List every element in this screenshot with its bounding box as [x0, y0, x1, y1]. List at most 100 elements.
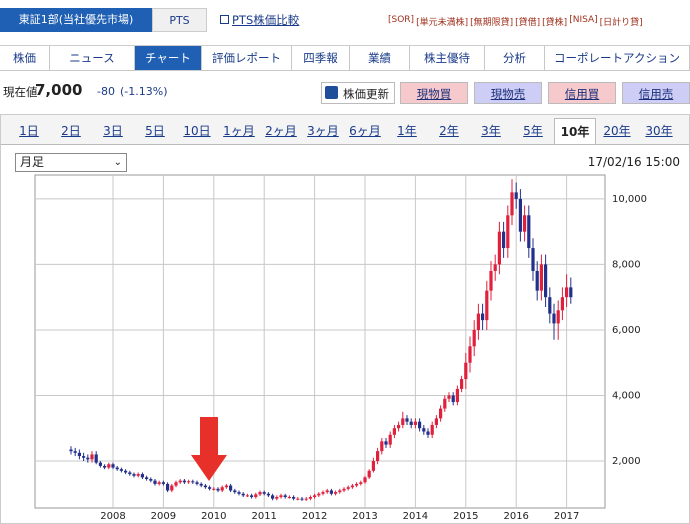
candle-body: [258, 492, 262, 495]
x-tick-label: 2013: [352, 511, 377, 522]
period-tab[interactable]: 10年: [554, 118, 596, 144]
candle-body: [497, 231, 501, 265]
action-button[interactable]: 信用買: [548, 82, 616, 104]
candle-body: [212, 488, 216, 490]
candle-body: [166, 483, 170, 491]
arrow: [191, 417, 227, 481]
candle-body: [531, 248, 535, 271]
action-button[interactable]: 信用売: [622, 82, 690, 104]
period-tab[interactable]: 2日: [61, 124, 81, 138]
candle-body: [363, 477, 367, 483]
nav-tab[interactable]: 株主優待: [410, 46, 485, 70]
candle-body: [111, 464, 115, 468]
candle-body: [271, 495, 275, 499]
candle-body: [481, 313, 485, 321]
chart-body: [1, 144, 689, 523]
period-tab[interactable]: 10日: [183, 124, 211, 138]
x-tick-label: 2012: [302, 511, 327, 522]
candle-body: [355, 483, 359, 486]
candle-body: [296, 498, 300, 500]
candle-body: [170, 485, 174, 491]
candle-body: [346, 487, 350, 489]
candle-body: [514, 192, 518, 199]
candle-body: [405, 418, 409, 422]
candle-body: [203, 485, 207, 488]
period-tab[interactable]: 5年: [523, 124, 543, 138]
candle-body: [124, 470, 128, 473]
candle-body: [216, 488, 220, 491]
period-tab[interactable]: 2ヶ月: [265, 124, 297, 138]
period-tab[interactable]: 1ヶ月: [223, 124, 255, 138]
y-tick-label: 4,000: [612, 390, 641, 401]
candle-body: [254, 494, 258, 498]
quote-change-pct: (-1.13%): [120, 85, 168, 98]
x-tick-label: 2015: [453, 511, 478, 522]
y-tick-label: 10,000: [612, 194, 647, 205]
action-button[interactable]: 株価更新: [321, 82, 395, 104]
candle-body: [565, 287, 569, 298]
action-button[interactable]: 現物売: [474, 82, 542, 104]
candle-body: [199, 483, 203, 486]
period-tab[interactable]: 20年: [603, 124, 631, 138]
candle-body: [69, 449, 73, 452]
nav-tab[interactable]: 分析: [485, 46, 545, 70]
candle-body: [308, 497, 312, 499]
badge: [無期限貸]: [470, 18, 514, 28]
nav-tab[interactable]: 四季報: [292, 46, 350, 70]
market-tab[interactable]: PTS: [152, 8, 207, 32]
candle-body: [539, 264, 543, 291]
candle-body: [388, 434, 392, 445]
candle-body: [434, 418, 438, 425]
x-tick-label: 2008: [100, 511, 125, 522]
candle-body: [556, 310, 560, 324]
x-tick-label: 2010: [201, 511, 226, 522]
candle-body: [241, 493, 245, 496]
pts-link[interactable]: PTS株価比較: [232, 13, 300, 27]
candle-body: [384, 441, 388, 445]
candle-body: [182, 480, 186, 483]
candle-body: [136, 474, 140, 476]
candle-body: [506, 215, 510, 249]
candle-body: [128, 472, 132, 475]
period-tab[interactable]: 3日: [103, 124, 123, 138]
period-tab[interactable]: 5日: [145, 124, 165, 138]
period-tab[interactable]: 1日: [19, 124, 39, 138]
action-button[interactable]: 現物買: [400, 82, 468, 104]
candle-body: [371, 460, 375, 471]
candle-body: [447, 395, 451, 399]
nav-tab[interactable]: 株価: [0, 46, 50, 70]
period-tab[interactable]: 1年: [397, 124, 417, 138]
candle-body: [418, 421, 422, 429]
timestamp: 17/02/16 15:00: [587, 155, 680, 169]
candle-body: [489, 270, 493, 291]
candle-body: [275, 497, 279, 499]
nav-tab[interactable]: 評価レポート: [202, 46, 292, 70]
timeframe-select[interactable]: 月足 ⌄: [15, 153, 127, 172]
nav-tab[interactable]: ニュース: [50, 46, 135, 70]
candle-body: [548, 297, 552, 314]
candle-body: [502, 231, 506, 249]
candle-body: [455, 388, 459, 403]
period-tab[interactable]: 3ヶ月: [307, 124, 339, 138]
candle-body: [245, 495, 249, 497]
period-tab[interactable]: 30年: [645, 124, 673, 138]
period-tab[interactable]: 3年: [481, 124, 501, 138]
timeframe: 月足: [20, 155, 45, 169]
nav-tab[interactable]: チャート: [135, 46, 202, 70]
candle-body: [237, 492, 241, 494]
candle-body: [426, 431, 430, 435]
candle-body: [468, 346, 472, 363]
candle-body: [413, 421, 417, 425]
period-tab[interactable]: 6ヶ月: [349, 124, 381, 138]
candle-body: [518, 198, 522, 232]
nav-tab[interactable]: 業績: [350, 46, 410, 70]
candle-body: [174, 482, 178, 486]
period-tab[interactable]: 2年: [439, 124, 459, 138]
candle-body: [451, 395, 455, 403]
refresh-icon: [325, 86, 338, 99]
market-tab[interactable]: 東証1部(当社優先市場): [0, 8, 152, 32]
candle-body: [98, 462, 102, 466]
nav-tab[interactable]: コーポレートアクション: [545, 46, 690, 70]
candle-body: [321, 492, 325, 494]
badge: [貸株]: [542, 18, 568, 28]
